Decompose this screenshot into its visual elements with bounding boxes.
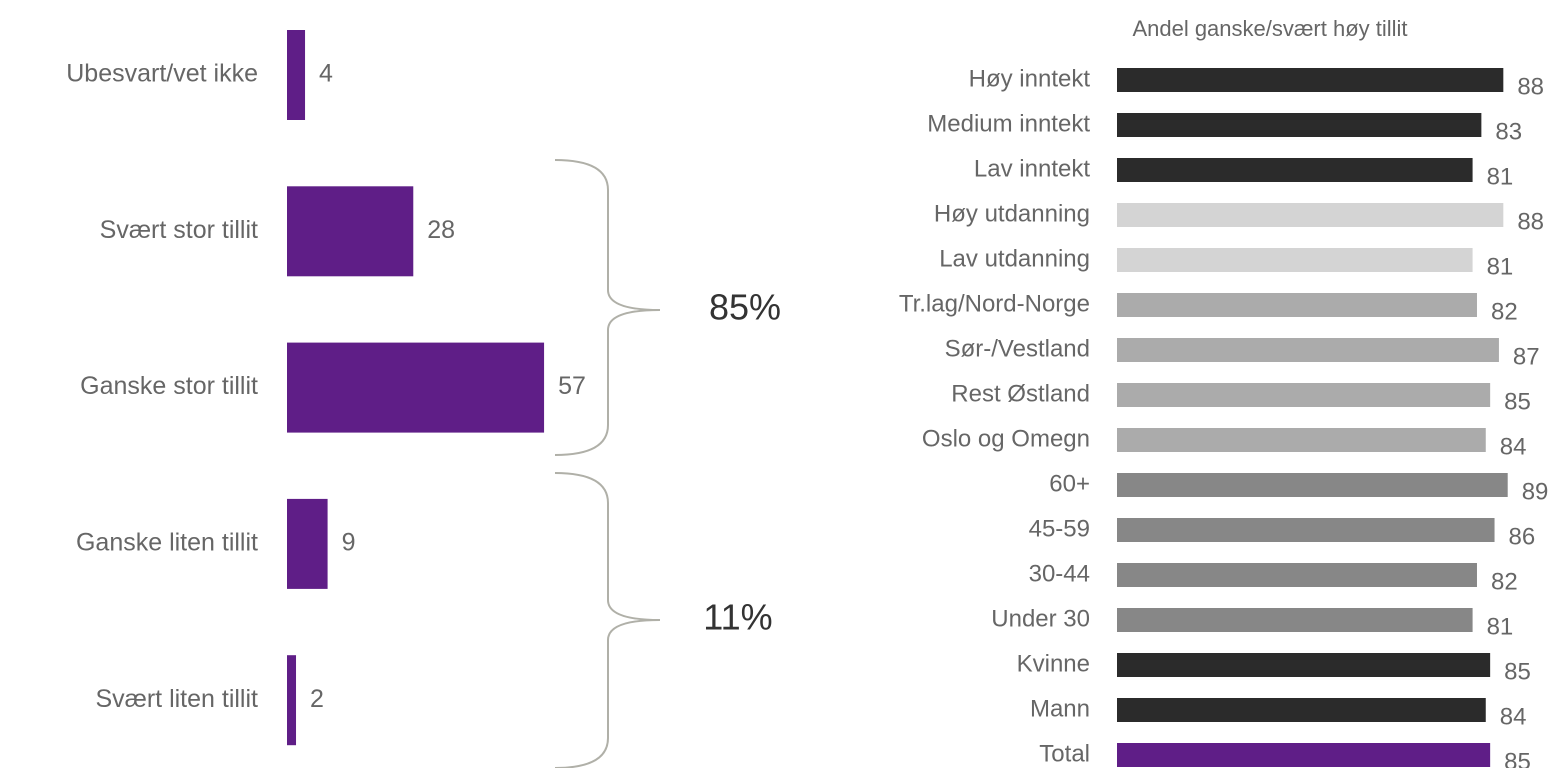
- value-label: 87: [1513, 343, 1540, 370]
- category-label: 60+: [1049, 470, 1090, 497]
- category-label: Ganske stor tillit: [80, 372, 258, 400]
- bar: [1117, 113, 1482, 137]
- brace: [554, 159, 661, 456]
- bar: [287, 498, 328, 589]
- category-label: Tr.lag/Nord-Norge: [899, 290, 1090, 317]
- category-label: Høy utdanning: [934, 200, 1090, 227]
- bar: [1117, 338, 1499, 362]
- category-label: Kvinne: [1017, 650, 1090, 677]
- value-label: 28: [427, 216, 455, 244]
- category-label: Høy inntekt: [969, 65, 1091, 92]
- category-label: Medium inntekt: [927, 110, 1090, 137]
- bar: [1117, 743, 1491, 767]
- category-label: Total: [1039, 740, 1090, 767]
- value-label: 81: [1487, 163, 1514, 190]
- bar: [1117, 203, 1504, 227]
- value-label: 81: [1487, 613, 1514, 640]
- chart-title: Andel ganske/svært høy tillit: [1132, 16, 1407, 41]
- bar: [1117, 158, 1473, 182]
- bar: [1117, 608, 1473, 632]
- bar: [287, 655, 297, 746]
- value-label: 85: [1504, 388, 1531, 415]
- bar: [1117, 518, 1495, 542]
- bar: [1117, 293, 1477, 317]
- value-label: 86: [1509, 523, 1536, 550]
- value-label: 82: [1491, 568, 1518, 595]
- value-label: 81: [1487, 253, 1514, 280]
- annotation: 85%: [709, 287, 781, 328]
- category-label: Lav inntekt: [974, 155, 1090, 182]
- value-label: 84: [1500, 703, 1527, 730]
- bar: [1117, 653, 1491, 677]
- category-label: Svært stor tillit: [100, 216, 258, 244]
- annotation: 11%: [703, 597, 772, 638]
- value-label: 57: [558, 372, 586, 400]
- category-label: Rest Østland: [951, 380, 1090, 407]
- brace: [554, 472, 661, 768]
- value-label: 9: [342, 529, 356, 557]
- value-label: 83: [1495, 118, 1522, 145]
- bar: [1117, 428, 1486, 452]
- category-label: Ubesvart/vet ikke: [66, 60, 258, 88]
- category-label: Oslo og Omegn: [922, 425, 1090, 452]
- value-label: 89: [1522, 478, 1549, 505]
- bar: [1117, 383, 1491, 407]
- value-label: 88: [1517, 73, 1544, 100]
- bar: [1117, 473, 1508, 497]
- value-label: 85: [1504, 658, 1531, 685]
- category-label: Mann: [1030, 695, 1090, 722]
- bar: [1117, 68, 1504, 92]
- category-label: 45-59: [1029, 515, 1090, 542]
- value-label: 88: [1517, 208, 1544, 235]
- bar: [1117, 248, 1473, 272]
- value-label: 84: [1500, 433, 1527, 460]
- bar: [1117, 563, 1477, 587]
- category-label: Ganske liten tillit: [76, 529, 258, 557]
- category-label: Under 30: [991, 605, 1090, 632]
- value-label: 85: [1504, 748, 1531, 768]
- category-label: Sør-/Vestland: [945, 335, 1090, 362]
- bar: [287, 186, 414, 277]
- value-label: 82: [1491, 298, 1518, 325]
- bar: [287, 30, 306, 120]
- value-label: 2: [310, 685, 324, 713]
- category-label: 30-44: [1029, 560, 1090, 587]
- category-label: Svært liten tillit: [95, 685, 258, 713]
- category-label: Lav utdanning: [939, 245, 1090, 272]
- bar: [287, 342, 545, 433]
- value-label: 4: [319, 60, 333, 88]
- bar: [1117, 698, 1486, 722]
